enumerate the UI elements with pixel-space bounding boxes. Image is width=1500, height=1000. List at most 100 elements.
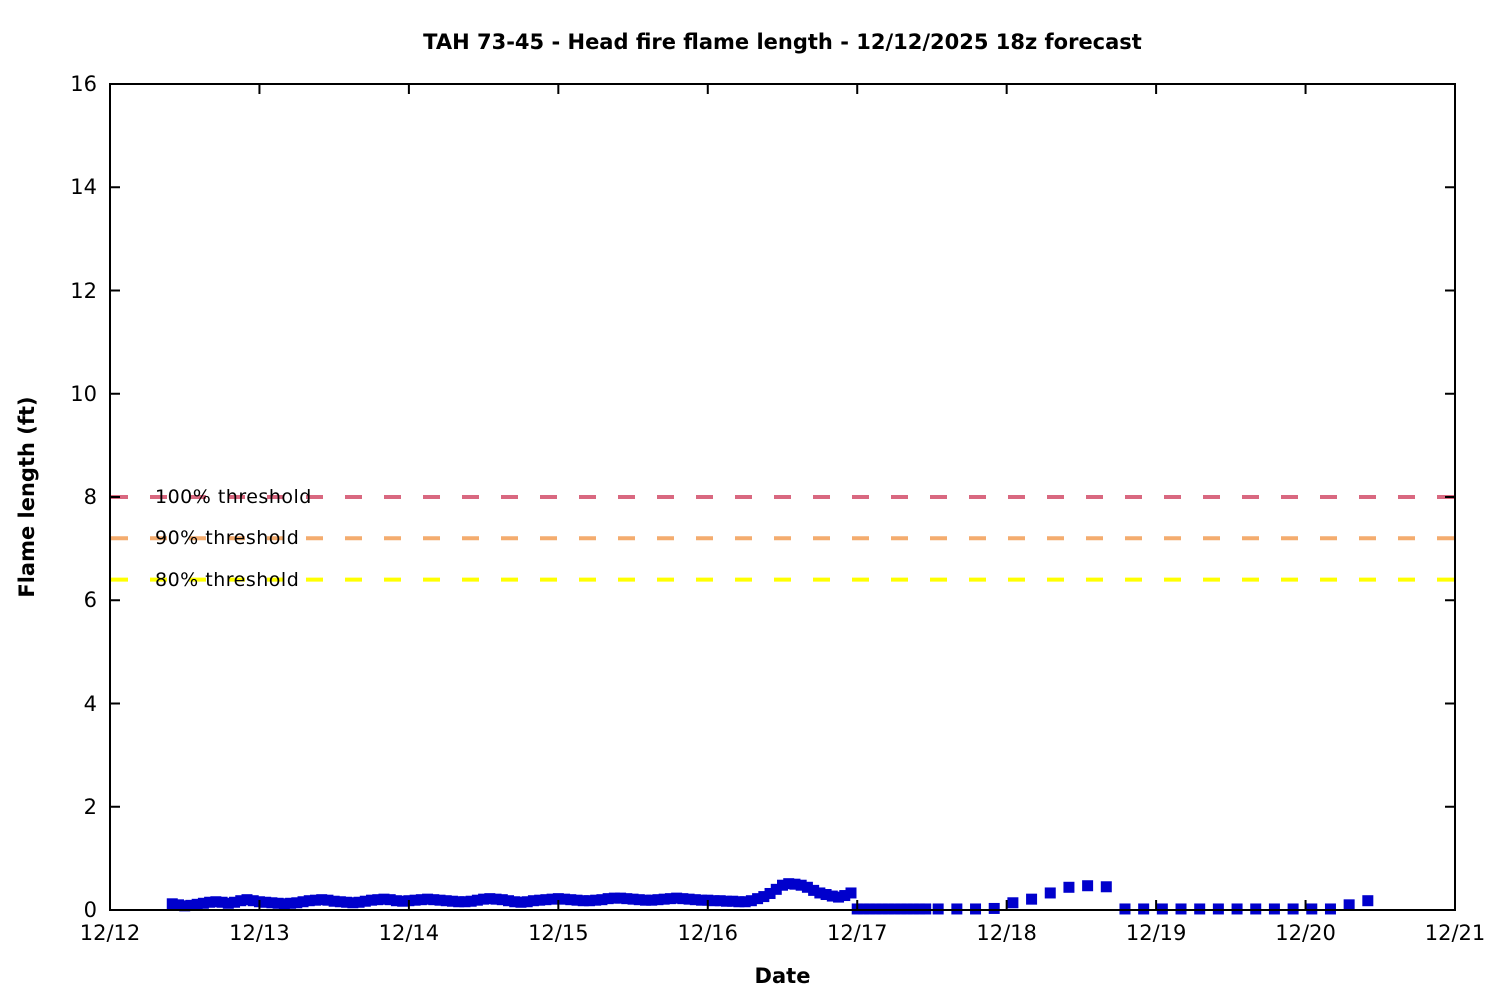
data-point [465, 895, 477, 907]
data-point [235, 895, 247, 907]
data-point [166, 898, 178, 910]
data-point [1026, 893, 1038, 905]
x-tick-label: 12/16 [677, 921, 739, 945]
data-point [907, 903, 919, 915]
data-point [671, 892, 683, 904]
data-point [820, 889, 832, 901]
data-point [1156, 903, 1168, 915]
data-point [278, 898, 290, 910]
data-point [552, 893, 564, 905]
x-tick-label: 12/21 [1424, 921, 1486, 945]
data-point [285, 897, 297, 909]
data-point [988, 902, 1000, 914]
data-point [739, 896, 751, 908]
x-axis-label: Date [754, 964, 811, 988]
data-point [527, 895, 539, 907]
data-point [484, 893, 496, 905]
data-point [783, 878, 795, 890]
data-point [534, 894, 546, 906]
x-tick-label: 12/17 [826, 921, 888, 945]
y-tick-label: 4 [83, 691, 97, 716]
y-tick-label: 16 [70, 72, 97, 96]
data-point [745, 895, 757, 907]
data-point [459, 896, 471, 908]
data-point [1044, 887, 1056, 899]
data-point [197, 897, 209, 909]
x-tick-label: 12/12 [79, 921, 141, 945]
threshold-label: 100% threshold [155, 486, 312, 508]
data-point [303, 895, 315, 907]
data-point [247, 895, 259, 907]
data-point [272, 897, 284, 909]
data-point [185, 899, 197, 911]
data-point [970, 903, 982, 915]
data-point [559, 893, 571, 905]
data-point [309, 894, 321, 906]
data-point [951, 903, 963, 915]
data-point [359, 895, 371, 907]
data-point [752, 893, 764, 905]
data-point [864, 903, 876, 915]
data-point [814, 887, 826, 899]
data-point [708, 895, 720, 907]
data-point [210, 896, 222, 908]
data-point [372, 894, 384, 906]
data-point [571, 894, 583, 906]
data-point [913, 903, 925, 915]
data-point [932, 903, 944, 915]
data-point [291, 897, 303, 909]
data-point [490, 893, 502, 905]
threshold-label: 90% threshold [155, 527, 300, 550]
data-point [1306, 903, 1318, 915]
data-point [590, 894, 602, 906]
data-point [216, 896, 228, 908]
data-point [889, 903, 901, 915]
data-point [1268, 903, 1280, 915]
data-point [1138, 903, 1150, 915]
data-point [795, 879, 807, 891]
data-point [1100, 881, 1112, 893]
data-point [876, 903, 888, 915]
data-point [714, 895, 726, 907]
data-point [689, 894, 701, 906]
data-point [266, 897, 278, 909]
data-point [503, 895, 515, 907]
data-point [353, 896, 365, 908]
data-point [191, 898, 203, 910]
data-point [446, 895, 458, 907]
data-point [602, 893, 614, 905]
data-point [1362, 895, 1374, 907]
data-point [696, 894, 708, 906]
data-point [222, 897, 234, 909]
data-point [664, 893, 676, 905]
data-point [627, 893, 639, 905]
data-point [546, 893, 558, 905]
data-point [1250, 903, 1262, 915]
data-point [1287, 903, 1299, 915]
data-point [334, 896, 346, 908]
data-point [658, 893, 670, 905]
data-point [640, 894, 652, 906]
data-point [1063, 881, 1075, 893]
data-point [471, 894, 483, 906]
data-point [683, 893, 695, 905]
y-tick-label: 2 [83, 794, 97, 819]
data-point [415, 894, 427, 906]
data-point [1194, 903, 1206, 915]
y-tick-label: 6 [83, 588, 97, 613]
data-point [397, 895, 409, 907]
data-point [521, 896, 533, 908]
x-tick-label: 12/19 [1125, 921, 1187, 945]
data-point [895, 903, 907, 915]
data-point [496, 894, 508, 906]
data-point [845, 887, 857, 899]
data-point [341, 896, 353, 908]
data-point [366, 894, 378, 906]
data-point [260, 896, 272, 908]
data-point [789, 878, 801, 890]
data-point [1119, 903, 1131, 915]
data-point [440, 895, 452, 907]
data-point [1007, 897, 1019, 909]
